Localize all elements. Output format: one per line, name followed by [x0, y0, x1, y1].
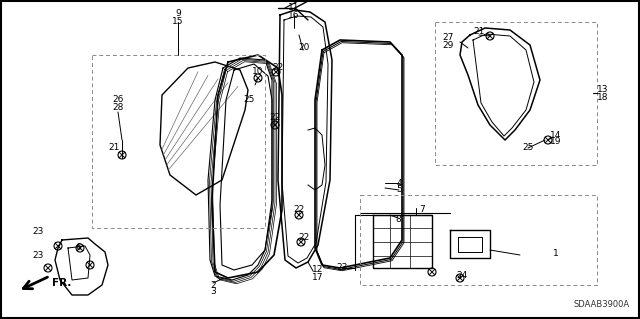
Text: 22: 22 [273, 63, 284, 72]
Text: 22: 22 [269, 114, 280, 122]
Text: 20: 20 [298, 43, 310, 53]
Text: 29: 29 [442, 41, 454, 49]
Text: 14: 14 [550, 130, 562, 139]
Text: 23: 23 [336, 263, 348, 272]
Text: 22: 22 [293, 205, 305, 214]
Text: 8: 8 [395, 216, 401, 225]
Text: 21: 21 [108, 144, 120, 152]
Text: 22: 22 [298, 234, 310, 242]
Text: 25: 25 [522, 144, 534, 152]
Text: 21: 21 [474, 27, 484, 36]
Text: 17: 17 [312, 272, 324, 281]
Text: 26: 26 [112, 95, 124, 105]
Text: 4: 4 [396, 179, 402, 188]
Text: 3: 3 [210, 287, 216, 296]
Text: 25: 25 [243, 95, 255, 105]
Text: 13: 13 [597, 85, 609, 94]
Text: 15: 15 [172, 17, 184, 26]
Text: 19: 19 [550, 137, 562, 146]
Text: 28: 28 [112, 102, 124, 112]
Text: 9: 9 [175, 10, 181, 19]
Text: 10: 10 [252, 68, 264, 77]
Text: 1: 1 [553, 249, 559, 258]
Text: 23: 23 [32, 250, 44, 259]
Text: 27: 27 [442, 33, 454, 42]
Text: FR.: FR. [52, 278, 72, 288]
Text: 24: 24 [456, 271, 468, 279]
Text: 12: 12 [312, 265, 324, 275]
Text: 11: 11 [288, 4, 300, 12]
Text: 16: 16 [288, 11, 300, 19]
Text: 2: 2 [210, 280, 216, 290]
Text: SDAAB3900A: SDAAB3900A [574, 300, 630, 309]
Text: 23: 23 [32, 227, 44, 236]
Text: 5: 5 [396, 186, 402, 195]
Text: 6: 6 [75, 243, 81, 253]
Text: 18: 18 [597, 93, 609, 101]
Text: 7: 7 [419, 205, 425, 214]
